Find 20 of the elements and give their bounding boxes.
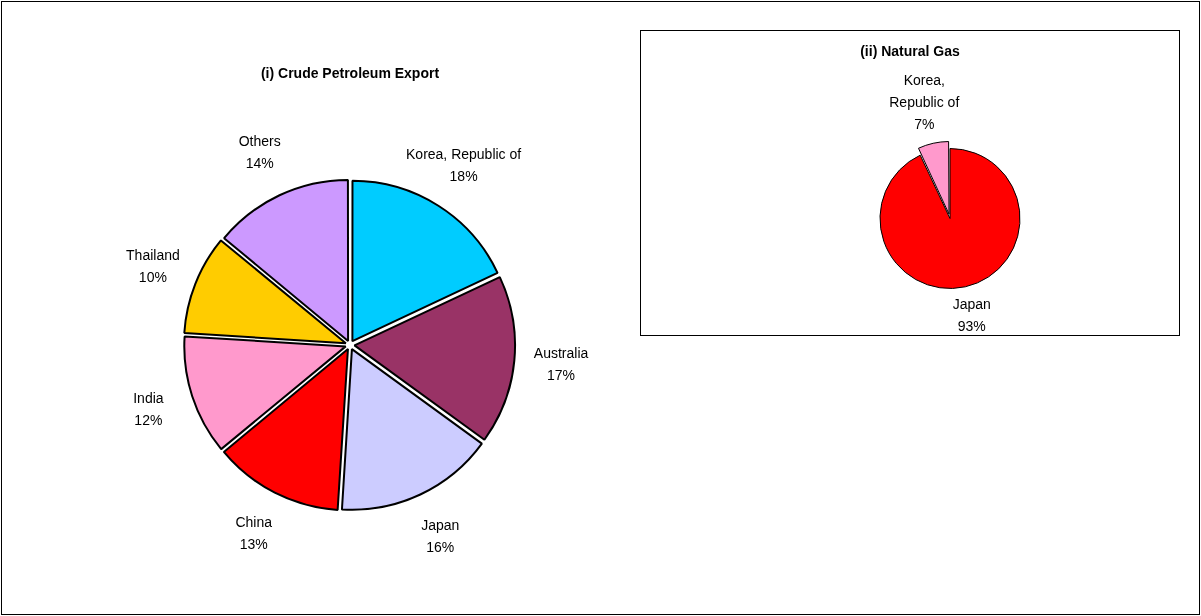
slice-label: Japan bbox=[952, 295, 991, 312]
data-label: 10% bbox=[138, 268, 167, 285]
slice-label: Thailand bbox=[126, 246, 180, 263]
data-label: 13% bbox=[239, 535, 268, 552]
slice-label: Korea, Republic of bbox=[889, 72, 960, 111]
slice-label: India bbox=[133, 390, 164, 407]
chart-title: (i) Crude Petroleum Export bbox=[259, 65, 441, 81]
data-label: 17% bbox=[547, 366, 576, 383]
data-label: 93% bbox=[957, 317, 986, 334]
slice-label: Japan bbox=[421, 516, 460, 533]
chart-title: (ii) Natural Gas bbox=[859, 43, 961, 59]
data-label: 18% bbox=[449, 167, 478, 184]
slice-label: China bbox=[235, 513, 273, 530]
slice-label: Others bbox=[238, 133, 281, 150]
data-label: 7% bbox=[914, 116, 935, 133]
data-label: 16% bbox=[426, 538, 455, 555]
data-label: 12% bbox=[134, 412, 163, 429]
slice-label: Australia bbox=[533, 344, 589, 361]
data-label: 14% bbox=[245, 155, 274, 172]
slice-label: Korea, Republic of bbox=[406, 145, 522, 162]
